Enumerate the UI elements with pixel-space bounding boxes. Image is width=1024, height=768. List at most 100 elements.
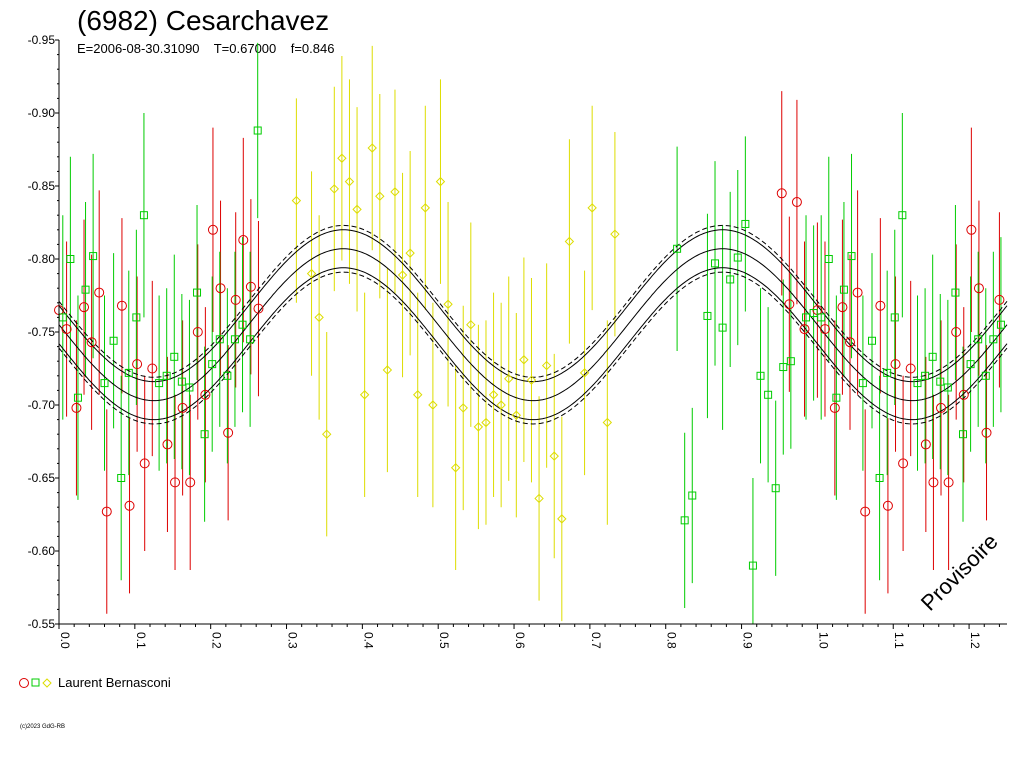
data-point-diamond	[367, 143, 377, 153]
fit-envelope-lower-outer	[58, 271, 1008, 425]
data-point-diamond	[473, 422, 484, 432]
data-point-diamond	[579, 368, 590, 378]
legend-circle-marker	[19, 678, 29, 688]
data-point-diamond	[314, 312, 324, 323]
data-point-square	[748, 561, 757, 570]
data-point-diamond	[450, 463, 461, 473]
data-point-circle	[791, 197, 802, 208]
legend-diamond-marker	[42, 678, 52, 688]
data-point-square	[124, 368, 133, 377]
data-point-square	[100, 379, 109, 388]
data-point-circle	[860, 506, 871, 517]
data-point-diamond	[488, 390, 499, 400]
data-point-diamond	[306, 268, 317, 279]
data-point-diamond	[458, 403, 468, 413]
data-point-circle	[837, 302, 848, 313]
data-point-circle	[882, 500, 893, 511]
data-point-square	[764, 390, 773, 399]
data-point-circle	[170, 477, 181, 488]
data-point-square	[230, 335, 239, 344]
x-tick-label: 1.0	[816, 632, 830, 649]
data-point-diamond	[352, 204, 362, 215]
data-point-square	[673, 244, 682, 253]
data-point-circle	[829, 402, 840, 413]
chart-title: (6982) Cesarchavez	[77, 5, 329, 36]
data-point-square	[898, 211, 907, 220]
y-tick-label: -0.80	[28, 252, 56, 266]
data-point-square	[185, 383, 194, 392]
data-point-circle	[994, 294, 1005, 305]
data-point-diamond	[496, 400, 506, 410]
x-tick-label: 1.1	[892, 632, 906, 649]
x-axis-ticks: 0.0 0.1 0.2 0.3 0.4 0.5 0.6 0.7 0.8 0.9 1.0 1.1 1.2	[58, 624, 1000, 649]
data-point-square	[936, 377, 945, 386]
data-point-square	[868, 336, 877, 345]
data-point-circle	[951, 327, 962, 337]
data-point-square	[771, 484, 780, 493]
x-tick-label: 0.0	[58, 632, 72, 649]
data-point-square	[921, 371, 930, 380]
data-point-circle	[958, 389, 969, 400]
data-point-square	[779, 363, 788, 372]
data-point-square	[847, 252, 856, 261]
data-markers	[54, 126, 1005, 570]
data-point-diamond	[390, 187, 400, 197]
data-point-square	[162, 371, 171, 380]
x-tick-label: 0.4	[361, 632, 375, 649]
data-point-square	[733, 253, 742, 262]
data-point-diamond	[443, 299, 453, 309]
data-point-circle	[71, 402, 82, 413]
data-point-square	[981, 371, 990, 380]
copyright-text: (c)2023 GdG-RB	[20, 724, 65, 730]
data-point-diamond	[382, 365, 393, 375]
x-tick-label: 0.1	[134, 632, 148, 649]
data-point-circle	[215, 283, 226, 294]
data-point-circle	[185, 477, 196, 488]
data-point-circle	[973, 283, 984, 294]
data-point-circle	[147, 363, 158, 374]
data-point-square	[117, 474, 126, 482]
data-point-circle	[253, 303, 264, 314]
data-point-circle	[124, 500, 135, 511]
data-point-diamond	[549, 451, 559, 461]
data-point-square	[155, 379, 164, 388]
data-point-circle	[920, 439, 931, 450]
data-point-diamond	[405, 248, 415, 258]
data-point-square	[824, 255, 833, 263]
data-point-square	[943, 383, 952, 392]
data-point-square	[951, 288, 960, 297]
data-point-square	[839, 285, 848, 294]
data-point-circle	[79, 302, 90, 313]
data-point-square	[875, 474, 884, 482]
data-point-diamond	[526, 375, 537, 385]
data-point-diamond	[541, 360, 552, 371]
data-point-circle	[162, 439, 173, 450]
data-point-circle	[905, 363, 916, 374]
data-point-circle	[207, 224, 218, 235]
data-point-circle	[898, 458, 909, 469]
data-point-circle	[875, 300, 886, 311]
y-tick-label: -0.75	[28, 325, 56, 339]
data-point-diamond	[511, 410, 522, 420]
data-point-diamond	[534, 493, 544, 504]
data-point-diamond	[481, 417, 491, 428]
data-point-diamond	[519, 355, 529, 365]
data-point-circle	[116, 300, 127, 311]
fit-envelope-lower-inner	[58, 267, 1008, 421]
data-point-diamond	[397, 270, 408, 280]
x-tick-label: 0.3	[286, 632, 300, 649]
data-point-diamond	[291, 195, 302, 206]
legend-observer: Laurent Bernasconi	[58, 675, 171, 690]
data-point-circle	[192, 327, 203, 337]
y-tick-label: -0.55	[28, 617, 56, 631]
data-point-square	[66, 255, 75, 263]
data-point-circle	[245, 281, 256, 292]
data-point-circle	[61, 324, 72, 335]
x-tick-label: 0.9	[741, 632, 755, 649]
data-point-square	[817, 313, 826, 322]
data-point-circle	[819, 324, 830, 335]
data-point-diamond	[466, 319, 476, 330]
x-tick-label: 0.8	[665, 632, 679, 649]
data-point-diamond	[322, 429, 332, 439]
